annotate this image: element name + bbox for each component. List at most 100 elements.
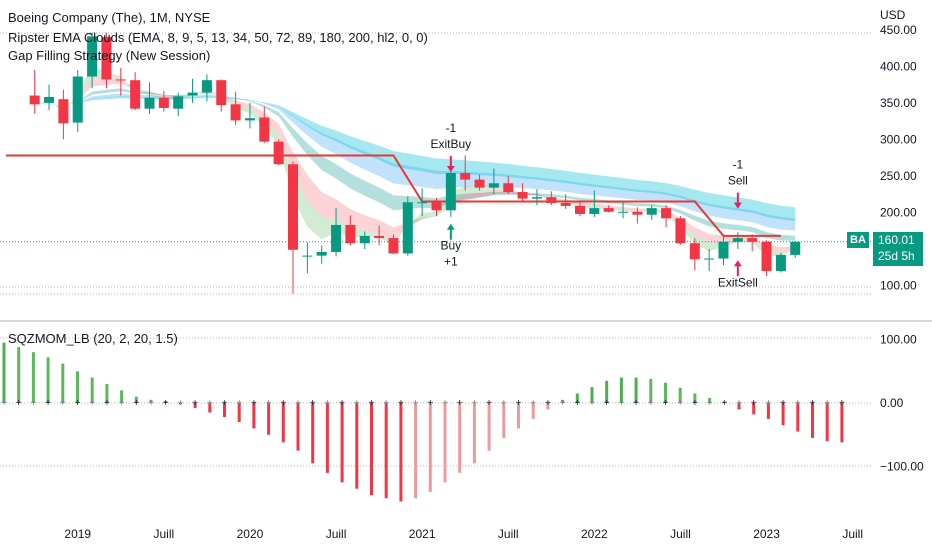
signal-label: ExitSell <box>718 275 758 289</box>
osc-zero-cross: + <box>280 398 286 409</box>
osc-zero-cross: + <box>501 398 507 409</box>
candle-body <box>747 238 758 242</box>
time-tick-label: 2021 <box>409 527 436 541</box>
osc-bar <box>2 342 6 403</box>
oscillator-title[interactable]: SQZMOM_LB (20, 2, 20, 1.5) <box>8 331 178 346</box>
osc-bar <box>149 399 153 403</box>
signal-arrow <box>446 156 455 173</box>
osc-bar <box>399 403 403 502</box>
osc-zero-cross: + <box>266 398 272 409</box>
osc-zero-cross: + <box>516 398 522 409</box>
osc-zero-cross: + <box>604 398 610 409</box>
candle-body <box>575 205 585 214</box>
time-tick-label: Juill <box>670 527 691 541</box>
signal-label: Buy <box>441 239 462 253</box>
price-tick-label: 200.00 <box>880 206 917 220</box>
candle-body <box>718 241 729 259</box>
candle-body <box>273 141 284 165</box>
osc-bar <box>428 403 432 492</box>
osc-bar <box>134 396 138 403</box>
candle-body <box>431 202 442 211</box>
candle-body <box>488 183 499 188</box>
osc-bar <box>590 387 594 403</box>
candle-body <box>661 208 672 219</box>
chart-title[interactable]: Boeing Company (The), 1M, NYSE <box>8 10 211 25</box>
signal-label: -1 <box>733 158 744 172</box>
osc-bar <box>61 363 65 403</box>
candle-body <box>345 224 356 244</box>
last-price-value: 160.01 <box>878 233 915 247</box>
osc-zero-cross: + <box>75 398 81 409</box>
osc-bar <box>178 403 182 405</box>
osc-bar <box>105 383 109 403</box>
osc-zero-cross: + <box>369 398 375 409</box>
candle-body <box>244 118 255 121</box>
candle-body <box>173 96 184 109</box>
osc-zero-cross: + <box>60 398 66 409</box>
candle-body <box>101 37 112 80</box>
candle-body <box>201 80 212 93</box>
countdown-value: 25d 5h <box>878 249 915 263</box>
candle-body <box>316 251 327 256</box>
osc-zero-cross: + <box>442 398 448 409</box>
candle-body <box>417 202 428 204</box>
osc-zero-cross: + <box>736 398 742 409</box>
osc-bar <box>561 399 565 403</box>
indicator-gap-filling[interactable]: Gap Filling Strategy (New Session) <box>8 48 211 63</box>
signal-arrow <box>733 192 742 209</box>
oscillator: + + + + + + + + + + + + + + + + + + + + + + + + + + + + + + + + + + + + + + + +… <box>1 342 845 502</box>
osc-zero-cross: + <box>133 398 139 409</box>
osc-zero-cross: + <box>207 398 213 409</box>
osc-bar <box>296 403 300 451</box>
osc-zero-cross: + <box>618 398 624 409</box>
candle-body <box>560 202 571 206</box>
osc-bar <box>619 377 623 403</box>
osc-zero-cross: + <box>824 398 830 409</box>
osc-zero-cross: + <box>383 398 389 409</box>
time-tick-label: Juill <box>498 527 519 541</box>
osc-zero-cross: + <box>310 398 316 409</box>
currency-label: USD <box>880 8 906 22</box>
candle-body <box>359 235 370 244</box>
time-tick-label: 2022 <box>581 527 608 541</box>
osc-zero-cross: + <box>1 398 7 409</box>
signal-arrow <box>733 260 742 277</box>
candle-body <box>775 254 786 271</box>
osc-zero-cross: + <box>795 398 801 409</box>
osc-bar <box>267 403 271 435</box>
osc-zero-cross: + <box>398 398 404 409</box>
cloud-blue <box>34 93 796 231</box>
osc-bar <box>46 357 50 403</box>
osc-bar <box>76 371 79 403</box>
candle-body <box>158 97 169 108</box>
osc-bar <box>384 403 388 499</box>
osc-zero-cross: + <box>148 398 154 409</box>
indicator-ema-clouds[interactable]: Ripster EMA Clouds (EMA, 8, 9, 5, 13, 34… <box>8 30 428 45</box>
osc-bar <box>370 403 373 496</box>
signal-label: -1 <box>446 121 457 135</box>
osc-zero-cross: + <box>560 398 566 409</box>
candle-body <box>618 211 629 213</box>
candle-body <box>302 255 313 257</box>
candle-body <box>187 92 198 96</box>
osc-zero-cross: + <box>30 398 36 409</box>
osc-bar <box>634 377 638 403</box>
time-tick-label: Juill <box>842 527 863 541</box>
candle-body <box>288 164 298 250</box>
osc-bar <box>90 377 94 403</box>
candle-body <box>72 76 83 123</box>
last-price-tag: BA 160.01 25d 5h <box>847 232 932 266</box>
osc-bar <box>164 401 168 403</box>
osc-zero-cross: + <box>765 398 771 409</box>
signal-label: ExitBuy <box>431 137 472 151</box>
candle-body <box>675 218 686 244</box>
osc-zero-cross: + <box>295 398 301 409</box>
time-tick-label: Juill <box>154 527 175 541</box>
strategy-line <box>6 154 781 237</box>
candle-body <box>374 235 385 239</box>
osc-bar <box>811 403 814 438</box>
osc-zero-cross: + <box>545 398 551 409</box>
osc-bar <box>796 403 800 432</box>
osc-bar <box>840 403 844 443</box>
